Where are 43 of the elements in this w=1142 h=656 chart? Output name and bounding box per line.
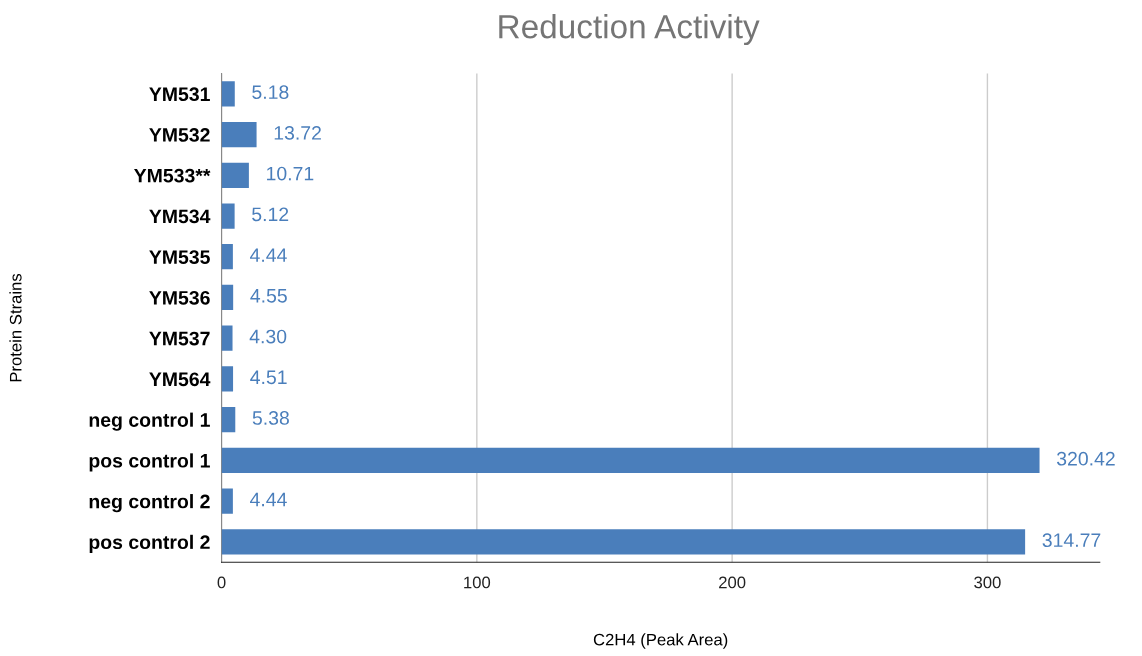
data-label: 4.30 bbox=[249, 329, 287, 344]
y-tick-label: neg control 2 bbox=[89, 494, 210, 513]
data-label: 5.38 bbox=[252, 411, 289, 425]
data-label: 13.72 bbox=[274, 126, 321, 140]
y-tick-label: neg control 1 bbox=[89, 412, 210, 431]
y-tick-label: YM536 bbox=[149, 290, 210, 305]
bar bbox=[221, 407, 236, 433]
data-label: 10.71 bbox=[267, 166, 314, 181]
y-tick-label: pos control 1 bbox=[89, 453, 210, 472]
chart-title: Reduction Activity bbox=[499, 13, 760, 46]
y-tick-label: YM537 bbox=[149, 331, 210, 346]
data-label: 4.44 bbox=[250, 248, 287, 262]
bar bbox=[221, 447, 1040, 473]
bar bbox=[221, 325, 233, 351]
data-label: 320.42 bbox=[1056, 451, 1115, 466]
data-label: 5.12 bbox=[252, 207, 289, 222]
bar bbox=[221, 121, 257, 148]
bar bbox=[221, 529, 1026, 555]
bar bbox=[221, 81, 235, 107]
y-tick-label: YM534 bbox=[149, 209, 211, 224]
data-label: 4.51 bbox=[250, 370, 287, 385]
x-tick-label: 200 bbox=[719, 576, 746, 589]
bar bbox=[221, 244, 233, 270]
bar bbox=[221, 488, 233, 514]
y-tick-label: YM533** bbox=[134, 168, 211, 183]
x-tick-label: 0 bbox=[217, 576, 226, 589]
bar bbox=[221, 366, 234, 392]
y-tick-label: YM531 bbox=[149, 87, 210, 102]
y-tick-label: YM532 bbox=[149, 128, 210, 142]
y-tick-label: YM564 bbox=[149, 372, 211, 387]
x-tick-label: 100 bbox=[464, 576, 491, 589]
bar bbox=[221, 162, 249, 188]
bar bbox=[221, 203, 235, 229]
bar bbox=[221, 284, 234, 311]
y-axis-title: Protein Strains bbox=[9, 273, 22, 382]
data-label: 4.44 bbox=[250, 492, 287, 507]
data-label: 5.18 bbox=[252, 85, 289, 100]
x-axis-title: C2H4 (Peak Area) bbox=[593, 633, 728, 649]
data-label: 314.77 bbox=[1042, 533, 1101, 548]
y-tick-label: YM535 bbox=[149, 250, 210, 265]
data-label: 4.55 bbox=[250, 289, 287, 303]
x-tick-label: 300 bbox=[974, 576, 1001, 589]
y-tick-label: pos control 2 bbox=[89, 534, 210, 553]
